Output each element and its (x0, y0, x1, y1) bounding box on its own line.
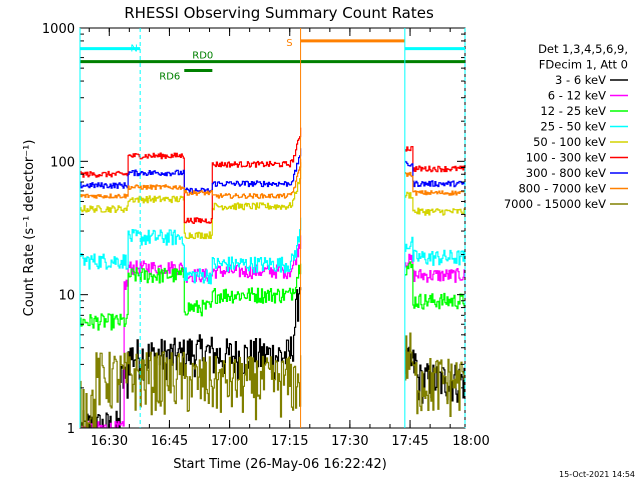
legend-label: 100 - 300 keV (526, 151, 606, 165)
series-line-800-7000kev (80, 158, 465, 201)
series-line-6-12kev (80, 235, 465, 428)
y-axis-label: Count Rate (s⁻¹ detector⁻¹) (22, 140, 37, 317)
x-tick-label: 17:00 (211, 434, 248, 449)
y-tick-label: 100 (50, 155, 75, 170)
x-tick-label: 17:30 (331, 434, 368, 449)
footer-date: 15-Oct-2021 14:54 (559, 470, 635, 479)
legend-label: 300 - 800 keV (526, 166, 606, 180)
x-tick-label: 17:15 (271, 434, 308, 449)
legend-label: 7000 - 15000 keV (504, 197, 606, 211)
y-tick-label: 1000 (42, 22, 75, 37)
legend: Det 1,3,4,5,6,9, FDecim 1, Att 03 - 6 keV… (504, 42, 628, 211)
series-line-300-800kev (80, 148, 465, 195)
legend-label: 800 - 7000 keV (518, 182, 606, 196)
chart-title: RHESSI Observing Summary Count Rates (124, 4, 434, 22)
x-axis-label: Start Time (26-May-06 16:22:42) (173, 457, 387, 472)
legend-header: Det 1,3,4,5,6,9, (538, 42, 628, 56)
x-tick-label: 16:45 (151, 434, 188, 449)
flag-label-s: S (286, 38, 292, 49)
series-line-3-6kev (80, 287, 465, 428)
legend-label: 3 - 6 keV (555, 73, 606, 87)
series-line-50-100kev (80, 162, 465, 240)
series-line-7000-15000kev (80, 332, 465, 428)
axes: 1 10 100 1000 16:30 16:45 17:00 17:15 17:30 17:45… (42, 22, 490, 449)
legend-label: 6 - 12 keV (548, 89, 606, 103)
series-line-12-25kev (80, 261, 465, 331)
flag-label-n: N (130, 44, 137, 55)
x-tick-label: 17:45 (391, 434, 428, 449)
flag-label-rd6: RD6 (159, 72, 180, 83)
y-tick-label: 10 (58, 289, 75, 304)
x-tick-label: 18:00 (452, 434, 489, 449)
series-line-100-300kev (80, 127, 465, 224)
legend-label: 12 - 25 keV (540, 104, 606, 118)
legend-label: 50 - 100 keV (533, 135, 606, 149)
legend-header: FDecim 1, Att 0 (539, 58, 628, 72)
x-tick-label: 16:30 (91, 434, 128, 449)
legend-label: 25 - 50 keV (540, 120, 606, 134)
flag-label-rd0: RD0 (192, 51, 213, 62)
y-tick-label: 1 (67, 422, 75, 437)
series-line-25-50kev (80, 217, 465, 285)
